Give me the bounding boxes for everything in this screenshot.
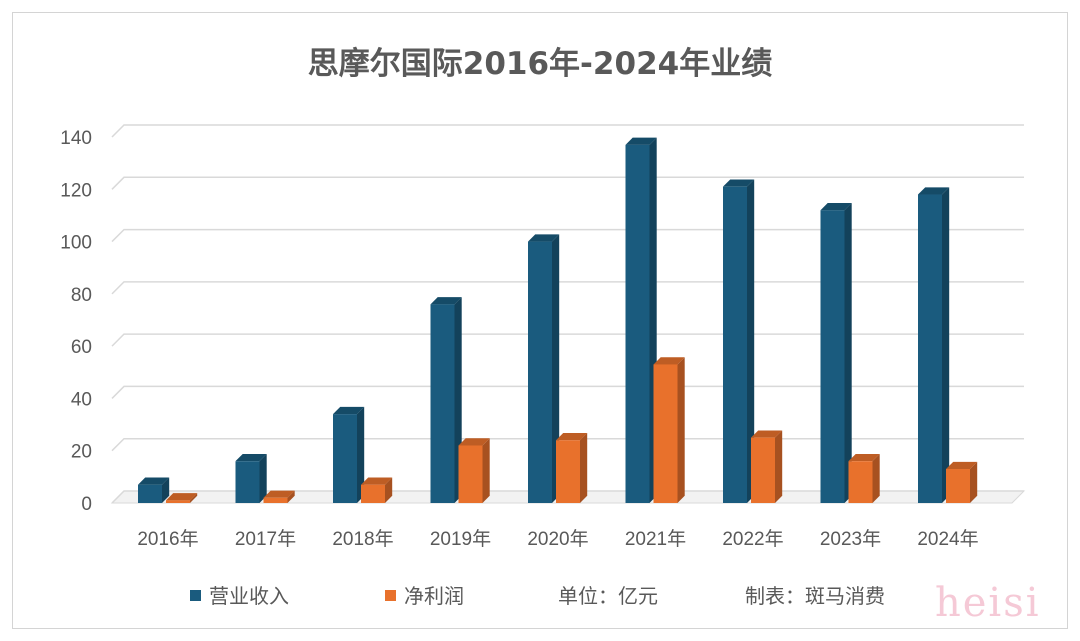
bar-profit [848, 461, 873, 503]
watermark: heisi [935, 580, 1041, 626]
x-tick-label: 2021年 [625, 528, 686, 550]
bar-revenue [235, 461, 260, 503]
gridline [111, 333, 1024, 347]
bar-top [333, 406, 365, 415]
bar-side [552, 234, 560, 503]
bar-revenue [138, 484, 162, 503]
legend-swatch-revenue [190, 590, 201, 601]
bar-revenue [528, 241, 552, 504]
y-tick-label: 120 [60, 180, 92, 201]
bar-top [361, 477, 393, 485]
bar-side [259, 453, 267, 503]
bar-top [235, 453, 267, 462]
x-tick-label: 2023年 [820, 528, 881, 550]
legend-item-revenue: 营业收入 [190, 580, 289, 609]
source-note: 制表：斑马消费 [745, 584, 885, 608]
y-tick-label: 40 [71, 389, 92, 410]
bar-top [820, 203, 852, 211]
bar-top [138, 477, 170, 485]
bar-top [751, 430, 783, 438]
legend-label-profit: 净利润 [404, 584, 464, 608]
legend-swatch-profit [385, 590, 396, 601]
bar-revenue [625, 144, 650, 504]
bar-revenue [820, 210, 845, 503]
bar-side [844, 203, 852, 503]
bar-side [482, 438, 490, 503]
chart-title: 思摩尔国际2016年-2024年业绩 [307, 46, 773, 82]
bar-profit [556, 440, 580, 503]
gridline [111, 176, 1024, 190]
x-tick-label: 2018年 [332, 528, 393, 550]
y-tick-label: 100 [60, 233, 92, 254]
bar-side [580, 433, 588, 503]
bar-revenue [333, 414, 357, 503]
y-tick-label: 0 [81, 494, 92, 515]
bar-side [775, 430, 783, 503]
y-tick-label: 80 [71, 285, 92, 306]
bar-side [970, 461, 978, 503]
bar-top [848, 453, 880, 462]
y-tick-label: 140 [60, 128, 92, 149]
bar-side [357, 406, 365, 503]
x-tick-label: 2022年 [722, 528, 783, 550]
x-tick-label: 2017年 [235, 528, 296, 550]
bar-profit [653, 364, 678, 503]
bar-top [263, 490, 295, 498]
bar-top [918, 187, 950, 195]
bar-side [677, 357, 685, 503]
bar-side [287, 490, 295, 503]
bar-side [385, 477, 393, 503]
bar-side [747, 179, 755, 503]
unit-note: 单位：亿元 [558, 584, 658, 608]
y-tick-label: 60 [71, 337, 92, 358]
bar-revenue [723, 186, 747, 503]
x-tick-label: 2016年 [137, 528, 198, 550]
bar-profit [263, 497, 288, 503]
gridline [111, 281, 1024, 295]
bar-top [946, 461, 978, 470]
bar-top [528, 234, 560, 242]
bar-revenue [430, 304, 455, 503]
bar-side [162, 477, 170, 503]
bar-side [942, 187, 950, 504]
bar-top [166, 493, 198, 501]
bar-side [190, 493, 198, 503]
x-tick-label: 2024年 [917, 528, 978, 550]
gridline [111, 124, 1024, 138]
gridline [111, 228, 1024, 243]
x-tick-label: 2020年 [527, 528, 588, 550]
legend-item-profit: 净利润 [385, 580, 464, 609]
y-tick-label: 20 [71, 442, 92, 463]
bar-revenue [918, 194, 942, 503]
bar-profit [166, 500, 190, 503]
bar-top [430, 297, 462, 305]
bar-profit [751, 437, 775, 503]
bar-side [872, 453, 880, 503]
legend-label-revenue: 营业收入 [209, 584, 289, 608]
bar-profit [946, 469, 970, 503]
bar-profit [458, 445, 483, 503]
bar-top [723, 179, 755, 187]
x-tick-label: 2019年 [430, 528, 491, 550]
bar-top [458, 438, 490, 446]
gridline [111, 385, 1024, 399]
bar-top [653, 357, 685, 365]
bar-top [625, 137, 657, 145]
bar-profit [361, 484, 385, 503]
bar-top [556, 433, 588, 441]
